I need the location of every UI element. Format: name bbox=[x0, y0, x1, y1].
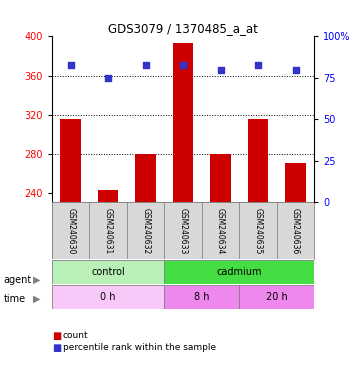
Point bbox=[143, 61, 149, 68]
Bar bbox=[90, 202, 127, 259]
Bar bbox=[202, 202, 240, 259]
Point bbox=[255, 61, 261, 68]
Bar bbox=[61, 119, 81, 202]
Point bbox=[68, 61, 73, 68]
Point bbox=[180, 61, 186, 68]
Text: GSM240636: GSM240636 bbox=[291, 208, 300, 254]
Text: count: count bbox=[63, 331, 88, 341]
Text: GSM240632: GSM240632 bbox=[141, 208, 150, 254]
Text: percentile rank within the sample: percentile rank within the sample bbox=[63, 343, 216, 352]
Text: GSM240630: GSM240630 bbox=[66, 208, 75, 254]
Bar bbox=[52, 285, 164, 309]
Text: ■: ■ bbox=[52, 343, 61, 353]
Bar bbox=[173, 43, 193, 202]
Bar bbox=[52, 202, 90, 259]
Bar bbox=[285, 163, 306, 202]
Bar bbox=[240, 285, 314, 309]
Bar bbox=[240, 202, 277, 259]
Text: GSM240634: GSM240634 bbox=[216, 208, 225, 254]
Bar bbox=[98, 190, 118, 202]
Text: control: control bbox=[91, 267, 125, 277]
Bar bbox=[210, 154, 231, 202]
Point bbox=[293, 66, 299, 73]
Title: GDS3079 / 1370485_a_at: GDS3079 / 1370485_a_at bbox=[108, 22, 258, 35]
Text: ■: ■ bbox=[52, 331, 61, 341]
Text: 0 h: 0 h bbox=[100, 292, 116, 302]
Bar bbox=[164, 202, 202, 259]
Text: agent: agent bbox=[4, 275, 32, 285]
Text: ▶: ▶ bbox=[33, 275, 41, 285]
Bar bbox=[277, 202, 314, 259]
Text: GSM240631: GSM240631 bbox=[104, 208, 113, 254]
Text: GSM240635: GSM240635 bbox=[253, 208, 262, 254]
Text: cadmium: cadmium bbox=[217, 267, 262, 277]
Text: ▶: ▶ bbox=[33, 294, 41, 304]
Bar bbox=[52, 260, 164, 284]
Bar bbox=[248, 119, 268, 202]
Point bbox=[218, 66, 223, 73]
Bar bbox=[164, 260, 314, 284]
Text: 8 h: 8 h bbox=[194, 292, 210, 302]
Text: time: time bbox=[4, 294, 26, 304]
Point bbox=[105, 75, 111, 81]
Bar bbox=[127, 202, 164, 259]
Text: GSM240633: GSM240633 bbox=[179, 208, 188, 254]
Bar bbox=[164, 285, 240, 309]
Bar bbox=[135, 154, 156, 202]
Text: 20 h: 20 h bbox=[266, 292, 288, 302]
